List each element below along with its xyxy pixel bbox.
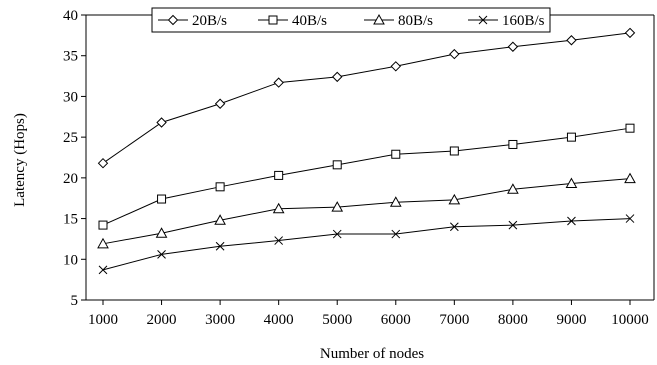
x-tick-label: 1000 — [88, 312, 118, 328]
square-marker — [98, 220, 108, 230]
legend-item: 80B/s — [364, 13, 433, 29]
y-tick-label: 25 — [63, 130, 78, 146]
x-marker — [478, 15, 488, 25]
triangle-marker — [272, 202, 285, 214]
triangle-marker — [97, 237, 109, 249]
triangle-marker — [155, 227, 168, 238]
legend-item: 160B/s — [468, 13, 545, 29]
square-marker — [625, 123, 635, 133]
square-marker — [215, 182, 225, 192]
series-20bs — [97, 27, 636, 169]
series-40bs — [98, 123, 635, 230]
diamond-marker — [214, 98, 226, 109]
triangle-marker — [389, 196, 402, 207]
y-tick-label: 35 — [63, 49, 78, 65]
triangle-marker — [507, 183, 519, 194]
x-marker-stroke — [98, 265, 108, 275]
x-marker-stroke — [625, 214, 635, 223]
x-marker — [332, 229, 342, 239]
x-marker — [274, 236, 284, 245]
y-tick-label: 15 — [63, 212, 78, 228]
x-marker — [625, 214, 635, 223]
square-marker — [274, 170, 284, 180]
diamond-marker — [156, 117, 167, 128]
triangle-marker — [448, 193, 461, 205]
square-marker — [566, 132, 576, 142]
legend-label: 80B/s — [398, 13, 433, 29]
triangle-marker — [331, 201, 344, 212]
x-marker-stroke — [449, 222, 459, 232]
y-axis-ticks: 5 10 15 20 25 30 35 40 — [63, 8, 86, 309]
x-tick-label: 9000 — [556, 312, 586, 328]
square-marker — [391, 149, 401, 159]
x-tick-label: 6000 — [381, 312, 411, 328]
x-marker-stroke — [567, 216, 576, 226]
triangle-marker — [373, 13, 385, 25]
y-tick-label: 40 — [63, 8, 78, 24]
x-marker-stroke — [391, 229, 401, 239]
x-axis-title: Number of nodes — [320, 346, 424, 362]
legend-label: 40B/s — [292, 13, 327, 29]
square-marker — [449, 146, 459, 156]
y-tick-label: 20 — [63, 171, 78, 187]
x-marker-stroke — [215, 241, 225, 251]
x-tick-label: 4000 — [264, 312, 294, 328]
x-tick-label: 10000 — [611, 312, 649, 328]
diamond-marker — [566, 35, 577, 46]
x-marker-stroke — [274, 236, 284, 245]
x-marker-stroke — [332, 229, 342, 239]
x-marker — [215, 241, 225, 251]
x-tick-label: 2000 — [147, 312, 177, 328]
triangle-marker — [214, 214, 226, 225]
diamond-marker — [449, 48, 460, 60]
legend-label: 20B/s — [192, 13, 227, 29]
y-tick-label: 5 — [71, 293, 79, 309]
x-marker — [98, 265, 108, 275]
diamond-marker — [167, 14, 179, 26]
series-160bs — [98, 214, 635, 275]
series-line — [102, 218, 631, 271]
y-tick-label: 10 — [63, 252, 78, 268]
diamond-marker — [507, 41, 519, 52]
x-marker — [508, 220, 518, 230]
triangle-marker — [624, 172, 636, 184]
diamond-marker — [332, 71, 343, 83]
x-axis-ticks: 1000 2000 3000 4000 5000 6000 7000 8000 9000 1000… — [88, 300, 649, 328]
x-tick-label: 5000 — [322, 312, 352, 328]
series-80bs — [97, 172, 636, 249]
y-axis-title: Latency (Hops) — [12, 113, 28, 207]
legend-label: 160B/s — [502, 13, 545, 29]
y-tick-label: 30 — [63, 89, 78, 105]
square-marker — [157, 194, 167, 204]
square-marker — [268, 15, 278, 25]
x-tick-label: 7000 — [439, 312, 469, 328]
triangle-marker — [565, 177, 578, 189]
legend: 20B/s 40B/s 80B/s 160B/s — [151, 7, 551, 33]
diamond-marker — [97, 157, 109, 169]
diamond-marker — [624, 27, 636, 39]
x-tick-label: 3000 — [205, 312, 235, 328]
x-marker — [391, 229, 401, 239]
series-layer — [97, 27, 636, 275]
legend-item: 20B/s — [158, 13, 227, 29]
x-marker — [157, 250, 166, 259]
series-line — [102, 32, 631, 164]
series-line — [102, 127, 631, 226]
diamond-marker — [273, 77, 284, 88]
axes — [85, 14, 655, 301]
square-marker — [508, 139, 518, 149]
x-tick-label: 8000 — [498, 312, 528, 328]
x-marker-stroke — [157, 250, 166, 259]
x-marker-stroke — [478, 15, 488, 25]
legend-item: 40B/s — [258, 13, 327, 29]
x-marker — [567, 216, 576, 226]
square-marker — [332, 160, 342, 170]
x-marker — [449, 222, 459, 232]
series-line — [102, 178, 631, 245]
x-marker-stroke — [508, 220, 518, 230]
diamond-marker — [390, 61, 401, 72]
